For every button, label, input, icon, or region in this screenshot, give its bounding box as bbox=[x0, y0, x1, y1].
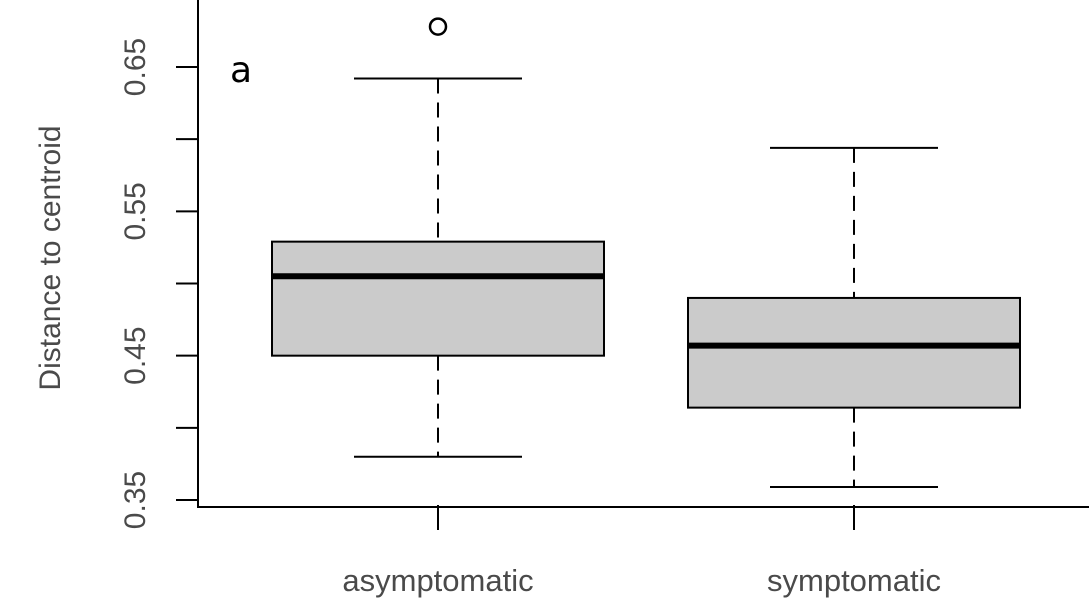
y-axis-label: Distance to centroid bbox=[34, 125, 67, 390]
x-tick-label: asymptomatic bbox=[342, 563, 533, 598]
x-tick-label: symptomatic bbox=[767, 563, 941, 598]
box-iqr bbox=[687, 296, 1021, 409]
box-symptomatic bbox=[687, 146, 1021, 489]
box-asymptomatic bbox=[271, 17, 605, 458]
y-tick-label: 0.35 bbox=[119, 471, 152, 529]
y-axis: 0.35 0.45 0.55 0.65 bbox=[119, 38, 199, 529]
outlier-point bbox=[428, 17, 448, 36]
box-iqr bbox=[271, 240, 605, 357]
box-group bbox=[271, 17, 1021, 489]
panel-label: a bbox=[230, 50, 252, 91]
y-tick-label: 0.65 bbox=[119, 38, 152, 96]
y-tick-label: 0.55 bbox=[119, 182, 152, 240]
x-axis: asymptomatic symptomatic bbox=[342, 505, 941, 598]
y-tick-label: 0.45 bbox=[119, 326, 152, 384]
